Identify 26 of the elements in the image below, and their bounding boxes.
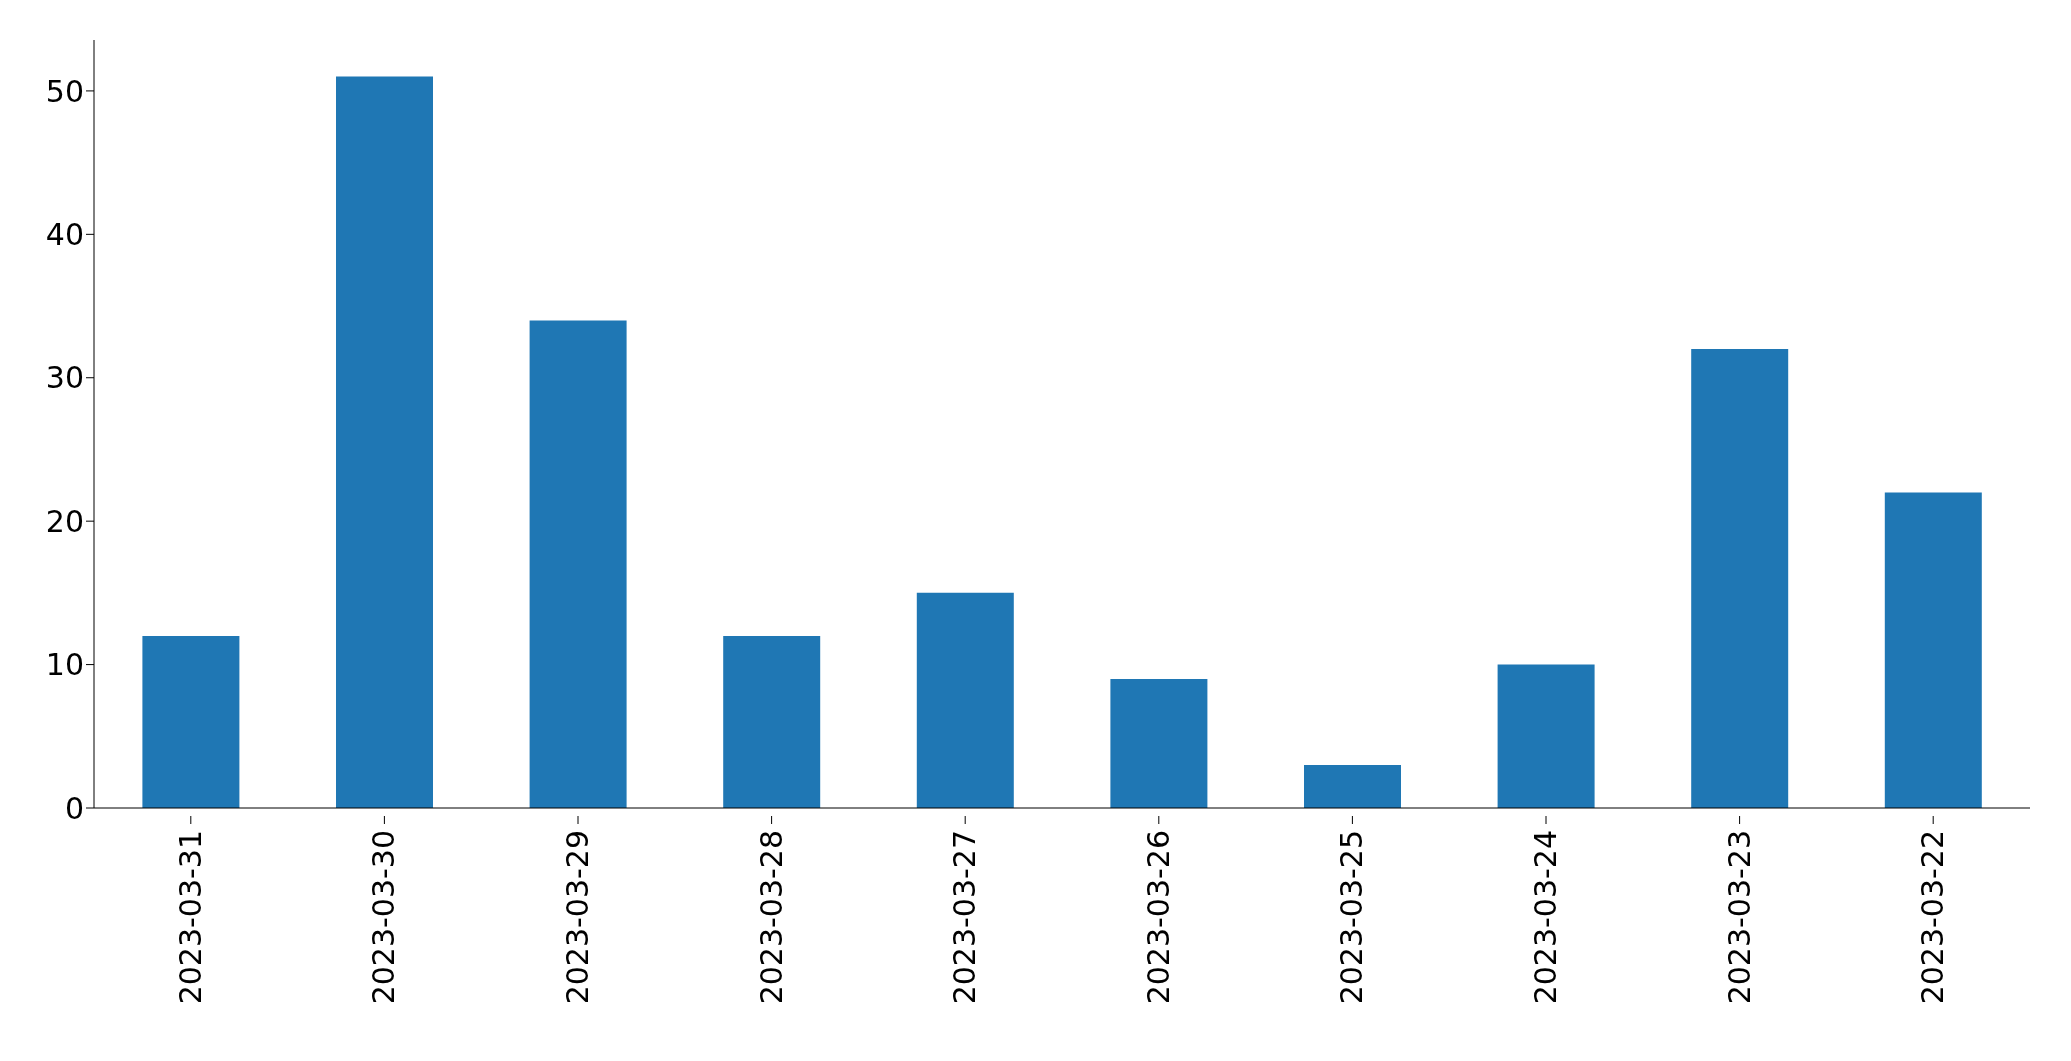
- y-tick-label: 50: [45, 73, 84, 109]
- bar: [1691, 349, 1789, 808]
- x-tick-label: 2023-03-29: [560, 830, 595, 1005]
- x-tick-label: 2023-03-25: [1334, 830, 1370, 1005]
- bar: [723, 635, 821, 808]
- x-tick-label: 2023-03-30: [366, 830, 402, 1005]
- bar: [1884, 492, 1982, 808]
- y-tick-label: 20: [45, 503, 84, 539]
- x-tick-label: 2023-03-26: [1140, 830, 1176, 1005]
- bar: [336, 76, 433, 808]
- x-tick-label: 2023-03-23: [1721, 830, 1757, 1005]
- y-tick-label: 10: [45, 647, 84, 683]
- bar: [1110, 678, 1208, 808]
- bar: [1304, 764, 1401, 808]
- bar: [1497, 664, 1595, 808]
- x-tick-label: 2023-03-22: [1915, 830, 1951, 1005]
- y-tick-label: 30: [45, 360, 84, 396]
- y-tick-label: 40: [45, 216, 84, 252]
- y-tick-label: 0: [64, 790, 84, 826]
- x-tick-label: 2023-03-28: [753, 830, 789, 1005]
- bar: [529, 320, 627, 808]
- x-tick-label: 2023-03-27: [947, 830, 983, 1005]
- bar: [142, 635, 240, 808]
- x-tick-label: 2023-03-24: [1528, 830, 1563, 1005]
- bar: [916, 592, 1014, 808]
- x-tick-label: 2023-03-31: [172, 830, 208, 1005]
